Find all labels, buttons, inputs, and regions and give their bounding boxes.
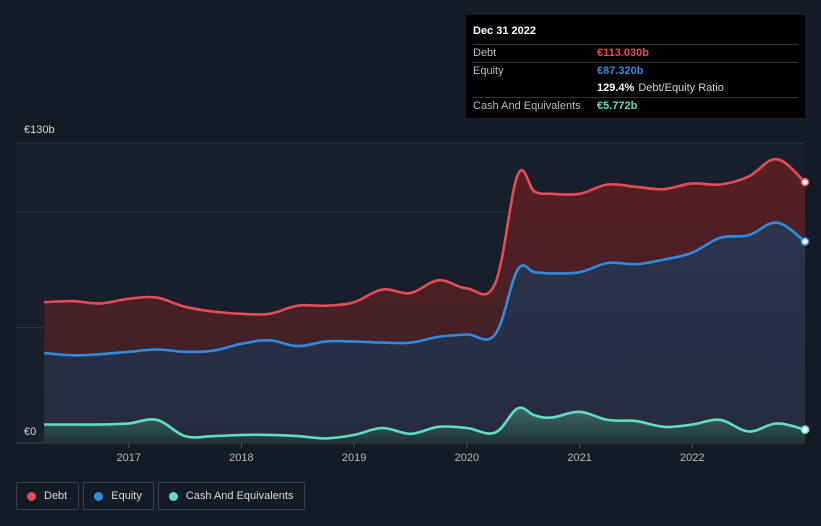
legend-item-debt[interactable]: Debt <box>16 482 80 510</box>
x-tick-label: 2018 <box>229 452 253 464</box>
debt-endpoint <box>800 177 810 187</box>
tooltip-label: Debt <box>473 47 497 59</box>
y-tick-label: €130b <box>24 124 55 136</box>
equity-endpoint <box>800 237 810 246</box>
tooltip: Dec 31 2022 Debt €113.030b Equity €87.32… <box>466 15 805 118</box>
y-axis-ticks: €130b €0 <box>24 124 55 438</box>
legend-dot-icon <box>168 491 178 501</box>
tooltip-value: €87.320b <box>597 65 644 77</box>
tooltip-row-cash: Cash And Equivalents €5.772b <box>473 97 798 115</box>
tooltip-row-debt: Debt €113.030b <box>473 44 798 62</box>
x-tick-label: 2019 <box>342 452 366 464</box>
cash-and-equivalents-endpoint <box>800 425 810 435</box>
legend-label: Cash And Equivalents <box>185 490 294 502</box>
tooltip-label <box>473 80 597 97</box>
legend: Debt Equity Cash And Equivalents <box>16 482 309 510</box>
legend-dot-icon <box>27 491 36 501</box>
cash-and-equivalents-area <box>44 407 805 443</box>
debt-line <box>44 157 806 316</box>
cash-and-equivalents-line <box>44 406 806 440</box>
equity-area <box>44 222 805 443</box>
series-areas <box>44 159 805 443</box>
tooltip-desc: Debt/Equity Ratio <box>638 82 724 94</box>
x-tick-label: 2020 <box>455 452 479 464</box>
x-tick-label: 2022 <box>680 452 704 464</box>
legend-label: Debt <box>44 490 68 502</box>
legend-item-cash[interactable]: Cash And Equivalents <box>157 482 306 510</box>
legend-dot-icon <box>94 491 104 501</box>
tooltip-date: Dec 31 2022 <box>473 25 536 37</box>
y-tick-label: €0 <box>24 426 36 438</box>
tooltip-row-ratio: 129.4% Debt/Equity Ratio <box>473 80 798 97</box>
tooltip-label: Cash And Equivalents <box>473 100 581 112</box>
tooltip-value: €5.772b <box>597 100 638 112</box>
legend-item-equity[interactable]: Equity <box>83 482 154 510</box>
tooltip-label: Equity <box>473 65 504 77</box>
x-tick-label: 2021 <box>567 452 591 464</box>
legend-label: Equity <box>111 490 142 502</box>
tooltip-value: 129.4% <box>597 82 635 94</box>
x-axis-ticks: 2017 2018 2019 2020 2021 2022 <box>116 443 705 464</box>
equity-line <box>44 221 806 357</box>
tooltip-row-equity: Equity €87.320b <box>473 62 798 80</box>
tooltip-value: €113.030b <box>597 47 649 59</box>
series-endpoints <box>800 177 810 435</box>
x-tick-label: 2017 <box>116 452 140 464</box>
series-lines <box>44 157 806 440</box>
